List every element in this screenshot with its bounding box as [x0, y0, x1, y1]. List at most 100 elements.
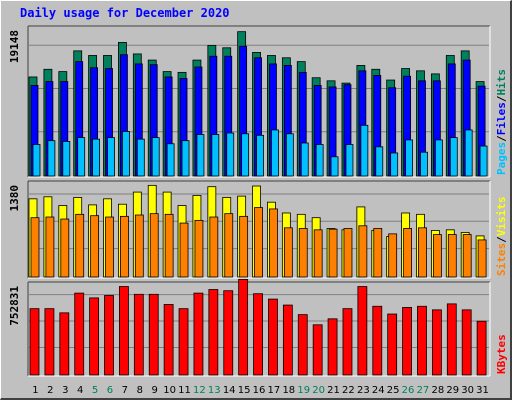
- pages-bar: [92, 138, 101, 177]
- pages-bar: [211, 134, 220, 177]
- day-label: 25: [387, 385, 400, 396]
- day-label: 2: [47, 385, 53, 396]
- day-label: 13: [208, 385, 221, 396]
- pages-bar: [420, 151, 428, 177]
- day-label: 17: [268, 385, 281, 396]
- day-label: 6: [107, 385, 113, 396]
- day-label: 3: [62, 385, 68, 396]
- pages-bar: [136, 138, 145, 177]
- day-label: 30: [461, 385, 474, 396]
- legend-3: KBytes: [495, 334, 508, 374]
- kbytes-bar: [342, 308, 353, 376]
- day-label: 7: [122, 385, 128, 396]
- chart-title: Daily usage for December 2020: [20, 6, 230, 20]
- sites-bar: [90, 215, 100, 278]
- kbytes-bar: [193, 292, 204, 376]
- legend-2: Sites/Visits: [495, 197, 508, 277]
- kbytes-bar: [431, 309, 442, 376]
- kbytes-bar: [372, 305, 383, 376]
- sites-bar: [343, 228, 353, 278]
- day-label: 11: [178, 385, 191, 396]
- pages-bar: [449, 137, 458, 177]
- kbytes-bar: [476, 320, 487, 376]
- day-label: 10: [163, 385, 176, 396]
- sites-bar: [418, 227, 427, 278]
- kbytes-bar: [29, 308, 40, 376]
- pages-bar: [330, 156, 339, 177]
- legend-word: Files: [495, 102, 508, 135]
- kbytes-bar: [387, 313, 398, 376]
- legend-word: Sites: [495, 243, 508, 276]
- pages-bar: [375, 146, 384, 177]
- y-max-label: 19148: [8, 30, 21, 63]
- pages-bar: [345, 144, 354, 177]
- kbytes-bar: [402, 307, 412, 376]
- sites-bar: [462, 234, 472, 278]
- kbytes-bar: [417, 305, 427, 376]
- kbytes-bar: [238, 278, 249, 376]
- sites-bar: [105, 216, 114, 278]
- kbytes-bar: [297, 314, 308, 376]
- pages-bar: [360, 124, 369, 177]
- kbytes-bar: [446, 303, 457, 376]
- day-label: 20: [312, 385, 325, 396]
- sites-bar: [120, 215, 129, 278]
- day-label: 22: [342, 385, 355, 396]
- day-label: 23: [357, 385, 370, 396]
- kbytes-bar: [119, 286, 129, 376]
- day-label: 9: [151, 385, 157, 396]
- kbytes-bar: [327, 318, 338, 376]
- pages-bar: [77, 137, 86, 177]
- pages-bar: [300, 142, 309, 177]
- day-label: 21: [327, 385, 340, 396]
- day-label: 18: [282, 385, 295, 396]
- pages-bar: [405, 139, 413, 177]
- y-max-label: 752831: [8, 286, 21, 326]
- pages-bar: [315, 144, 324, 177]
- pages-bar: [47, 140, 56, 177]
- sites-bar: [388, 233, 398, 278]
- kbytes-bar: [89, 297, 100, 376]
- pages-bar: [390, 152, 399, 177]
- legend-word: Hits: [495, 69, 508, 96]
- sites-bar: [432, 234, 442, 278]
- day-label: 29: [446, 385, 459, 396]
- day-label: 5: [92, 385, 98, 396]
- day-label: 12: [193, 385, 206, 396]
- legend-word: /: [495, 236, 508, 243]
- day-label: 27: [417, 385, 430, 396]
- legend-1: Pages/Files/Hits: [495, 69, 508, 175]
- kbytes-bar: [44, 308, 55, 376]
- legend-word: Visits: [495, 197, 508, 237]
- pages-bar: [196, 134, 205, 177]
- kbytes-bar: [223, 290, 234, 376]
- kbytes-bar: [253, 293, 263, 376]
- legend-word: KBytes: [495, 334, 508, 374]
- pages-bar: [181, 140, 190, 177]
- day-label: 1: [32, 385, 38, 396]
- sites-bar: [45, 216, 55, 278]
- day-label: 4: [77, 385, 83, 396]
- sites-bar: [254, 207, 263, 278]
- sites-bar: [134, 214, 144, 278]
- sites-bar: [75, 213, 85, 278]
- pages-bar: [166, 143, 175, 177]
- kbytes-bar: [163, 304, 174, 376]
- legend-word: /: [495, 95, 508, 102]
- kbytes-bar: [148, 293, 159, 376]
- sites-bar: [164, 213, 174, 278]
- kbytes-bar: [59, 312, 70, 376]
- sites-bar: [209, 216, 219, 278]
- legend-word: Pages: [495, 142, 508, 175]
- day-label: 28: [431, 385, 444, 396]
- day-label: 31: [476, 385, 489, 396]
- sites-bar: [447, 234, 457, 278]
- pages-bar: [241, 133, 250, 177]
- day-label: 24: [372, 385, 385, 396]
- y-max-label: 1380: [8, 185, 21, 212]
- sites-bar: [60, 218, 70, 278]
- day-label: 19: [297, 385, 310, 396]
- day-label: 16: [253, 385, 266, 396]
- sites-bar: [194, 219, 204, 278]
